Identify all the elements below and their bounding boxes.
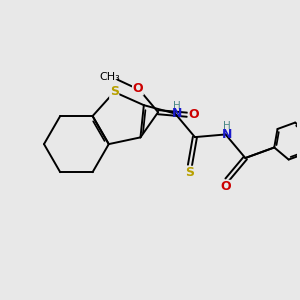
Text: O: O <box>188 108 199 121</box>
Text: H: H <box>223 122 231 131</box>
Text: H: H <box>173 100 181 111</box>
Text: N: N <box>222 128 232 141</box>
Text: N: N <box>171 107 182 120</box>
Text: O: O <box>133 82 143 95</box>
Text: CH₃: CH₃ <box>100 72 120 82</box>
Text: O: O <box>220 180 231 194</box>
Text: S: S <box>110 85 119 98</box>
Text: S: S <box>185 166 194 179</box>
